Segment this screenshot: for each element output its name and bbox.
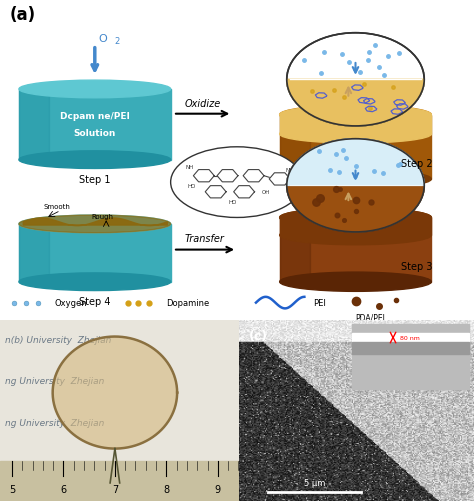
Text: 6: 6 [60, 484, 66, 494]
Ellipse shape [280, 126, 431, 144]
Ellipse shape [280, 273, 431, 292]
Ellipse shape [19, 81, 171, 99]
Text: Transfer: Transfer [185, 233, 225, 243]
Polygon shape [287, 186, 424, 232]
Text: NH: NH [185, 164, 194, 169]
Polygon shape [281, 218, 430, 235]
Polygon shape [19, 90, 171, 160]
Polygon shape [280, 218, 431, 282]
Circle shape [287, 34, 424, 127]
Ellipse shape [280, 208, 431, 227]
Ellipse shape [19, 274, 171, 291]
Polygon shape [287, 139, 424, 186]
Ellipse shape [280, 106, 431, 125]
Text: 8: 8 [164, 484, 169, 494]
Circle shape [287, 139, 424, 232]
Text: 80 nm: 80 nm [400, 335, 420, 340]
Text: (a): (a) [9, 7, 36, 25]
Bar [352, 342, 469, 354]
Bar [352, 324, 469, 389]
Polygon shape [280, 115, 310, 179]
Text: Solution: Solution [73, 129, 116, 138]
Text: OH: OH [261, 190, 270, 195]
Polygon shape [53, 337, 177, 449]
Text: ng University  Zhejian: ng University Zhejian [5, 377, 104, 386]
Polygon shape [280, 115, 431, 179]
Ellipse shape [280, 106, 431, 125]
Polygon shape [281, 115, 430, 135]
Text: PDA/PEI: PDA/PEI [356, 313, 385, 322]
Text: (c): (c) [249, 330, 268, 343]
Polygon shape [287, 80, 424, 127]
Text: HO: HO [228, 199, 237, 204]
Ellipse shape [19, 215, 171, 233]
Text: 9: 9 [215, 484, 221, 494]
Text: nano aggregates: nano aggregates [356, 325, 420, 334]
Bar [352, 333, 469, 342]
Text: Step 2: Step 2 [401, 158, 433, 168]
Polygon shape [19, 224, 49, 282]
Text: ng University  Zhejian: ng University Zhejian [5, 418, 104, 427]
Text: O: O [99, 34, 107, 44]
Polygon shape [280, 218, 310, 282]
Bar [0, 461, 239, 501]
Text: Oxidize: Oxidize [184, 99, 220, 109]
Text: Step 4: Step 4 [79, 297, 110, 307]
Text: n(b) University  Zhejian: n(b) University Zhejian [5, 335, 111, 344]
Ellipse shape [171, 147, 303, 218]
Text: 2: 2 [115, 38, 120, 46]
Text: Oxygen: Oxygen [55, 299, 87, 308]
Polygon shape [19, 224, 171, 282]
Ellipse shape [280, 226, 431, 245]
Text: NH: NH [285, 167, 293, 172]
Text: Step 1: Step 1 [79, 175, 110, 185]
Ellipse shape [280, 208, 431, 227]
Text: Smooth: Smooth [44, 204, 70, 210]
Polygon shape [19, 90, 49, 160]
Text: HO: HO [188, 183, 196, 188]
Bar [0, 321, 239, 468]
Ellipse shape [19, 215, 171, 233]
Ellipse shape [19, 151, 171, 169]
Text: 5: 5 [9, 484, 15, 494]
Text: Rough: Rough [91, 213, 113, 219]
Ellipse shape [280, 170, 431, 189]
Text: PEI: PEI [313, 299, 326, 308]
Text: 7: 7 [112, 484, 118, 494]
Text: Step 3: Step 3 [401, 261, 432, 271]
Text: Dopamine: Dopamine [166, 299, 209, 308]
Text: Dcpam ne/PEI: Dcpam ne/PEI [60, 112, 130, 121]
Text: 5 μm: 5 μm [304, 477, 325, 486]
